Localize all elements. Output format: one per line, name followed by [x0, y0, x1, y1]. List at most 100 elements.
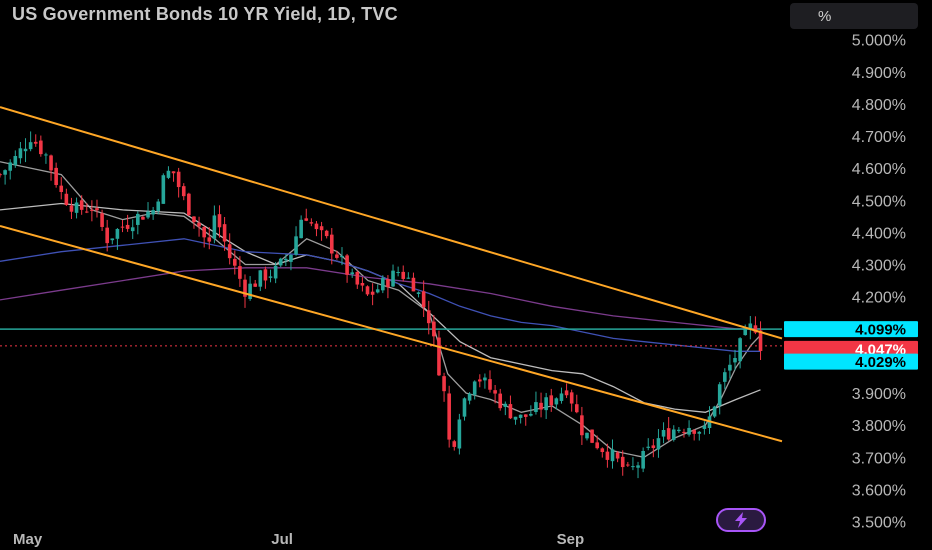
candle: [248, 276, 252, 301]
candle: [498, 388, 503, 411]
candle: [697, 430, 702, 441]
candle: [33, 134, 38, 147]
candle-body: [120, 226, 125, 228]
candle: [585, 432, 589, 441]
candle: [13, 150, 18, 168]
candle: [69, 197, 74, 220]
candle-body: [549, 395, 554, 406]
moving-averages: [0, 161, 761, 458]
candle-body: [151, 210, 155, 215]
candle-body: [273, 265, 278, 279]
candle-body: [110, 238, 115, 241]
y-tick-label: 3.600%: [852, 482, 906, 499]
candle: [513, 416, 518, 425]
candle: [370, 283, 375, 306]
candle-body: [146, 211, 150, 218]
candle: [574, 394, 579, 414]
candle: [651, 439, 656, 458]
candle-body: [253, 283, 258, 287]
candle: [263, 266, 268, 289]
candle-body: [304, 218, 309, 221]
candle: [100, 209, 104, 231]
candle: [141, 215, 145, 220]
candle: [130, 219, 135, 239]
candle: [717, 382, 722, 415]
candle: [671, 425, 676, 442]
candle-body: [49, 155, 53, 171]
candle: [258, 269, 263, 292]
reference-lines: [0, 328, 782, 347]
candle: [529, 405, 533, 417]
candle-body: [18, 148, 23, 159]
candle-body: [646, 446, 651, 448]
y-tick-label: 4.800%: [852, 97, 906, 114]
candle-body: [748, 323, 753, 329]
candle-body: [314, 223, 319, 230]
candle-body: [28, 142, 33, 150]
candle-body: [758, 330, 763, 351]
x-tick-label: May: [13, 531, 43, 548]
candle-body: [370, 291, 375, 295]
candle: [227, 233, 232, 265]
candle-body: [79, 200, 84, 210]
candle-body: [386, 278, 390, 288]
candle: [299, 215, 303, 239]
candle-body: [345, 255, 349, 275]
candle-body: [0, 174, 2, 176]
candle: [375, 284, 380, 294]
candle: [0, 172, 2, 178]
candle: [23, 138, 28, 163]
candle: [426, 300, 431, 335]
y-tick-label: 4.900%: [852, 65, 906, 82]
candle-body: [692, 430, 696, 434]
candle: [161, 173, 166, 204]
candle-body: [421, 291, 426, 308]
candle-body: [493, 390, 497, 394]
price-badge-label: 4.029%: [855, 354, 906, 371]
candle: [207, 227, 212, 250]
candle: [54, 162, 58, 188]
candle-body: [416, 292, 421, 294]
candle-body: [166, 170, 171, 178]
candle-body: [564, 390, 569, 396]
candle-body: [258, 270, 263, 287]
candle: [595, 435, 599, 450]
bolt-logo-icon[interactable]: [716, 508, 766, 532]
candle: [28, 131, 33, 152]
candle: [411, 272, 416, 292]
candle: [636, 461, 640, 479]
candle-body: [360, 282, 365, 286]
candle: [273, 261, 278, 284]
candle-body: [197, 222, 201, 227]
candle: [467, 392, 472, 405]
candle-body: [278, 258, 283, 266]
percent-scale-button[interactable]: %: [790, 3, 918, 29]
candle: [610, 439, 615, 469]
candle: [661, 422, 666, 444]
candle-body: [544, 397, 548, 411]
candle: [442, 372, 446, 402]
candle: [340, 247, 344, 266]
candle-body: [682, 431, 686, 433]
candle: [447, 385, 451, 448]
y-tick-label: 3.700%: [852, 450, 906, 467]
candle-body: [661, 430, 666, 437]
x-tick-label: Jul: [271, 531, 293, 548]
candle-body: [513, 416, 518, 420]
candle: [329, 228, 334, 265]
candle-body: [488, 379, 492, 390]
candle: [120, 220, 125, 233]
candle: [743, 324, 748, 336]
moving-average-line-1: [0, 161, 761, 458]
candle: [569, 389, 574, 412]
candle: [44, 152, 48, 164]
candle-body: [615, 452, 620, 459]
candle: [212, 205, 217, 244]
candle-body: [212, 215, 217, 239]
moving-average-line-3: [0, 238, 761, 352]
candle: [125, 214, 130, 232]
candle-body: [176, 171, 181, 188]
candle-body: [100, 213, 104, 227]
candle-body: [651, 445, 656, 449]
